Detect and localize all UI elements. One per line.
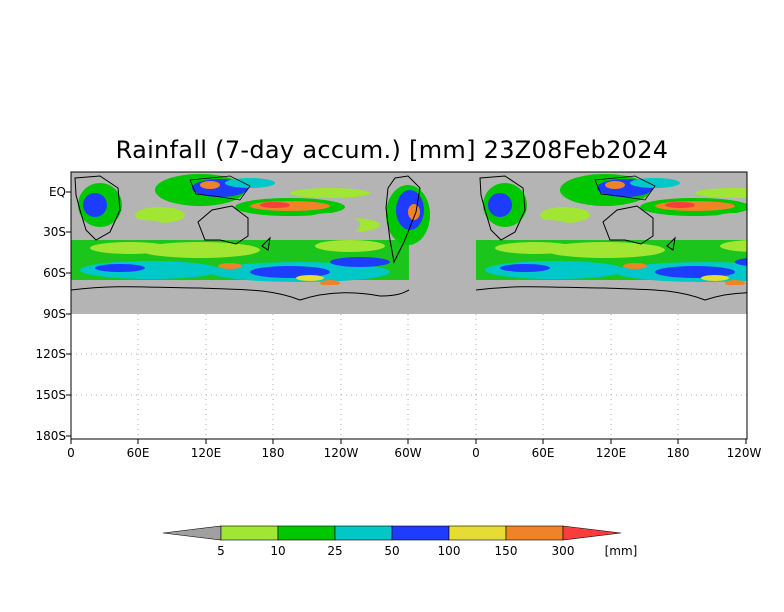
x-label-120w: 120W [323, 446, 359, 460]
colorbar-unit: [mm] [604, 544, 638, 558]
x-label-120w-b: 120W [726, 446, 762, 460]
x-label-0: 0 [67, 446, 75, 460]
x-label-60w: 60W [394, 446, 422, 460]
rainfall-field [71, 172, 747, 314]
colorbar-below-5-arrow [162, 525, 222, 541]
colorbar-label-300: 300 [551, 544, 575, 558]
x-label-60e: 60E [126, 446, 150, 460]
axis-ticks [66, 191, 747, 444]
x-label-180: 180 [261, 446, 285, 460]
map-title: Rainfall (7-day accum.) [mm] 23Z08Feb202… [115, 136, 669, 164]
colorbar-label-50: 50 [384, 544, 400, 558]
x-label-120e-b: 120E [595, 446, 627, 460]
colorbar-label-100: 100 [437, 544, 461, 558]
colorbar-label-10: 10 [270, 544, 286, 558]
graticule [71, 314, 747, 439]
map-frame [70, 171, 748, 440]
x-label-180-b: 180 [666, 446, 690, 460]
x-label-60e-b: 60E [531, 446, 555, 460]
colorbar-100-150 [448, 525, 507, 541]
x-label-120e: 120E [190, 446, 222, 460]
y-label-60s: 60S [43, 266, 66, 280]
y-label-180s: 180S [35, 429, 66, 443]
y-label-30s: 30S [43, 225, 66, 239]
y-label-120s: 120S [35, 347, 66, 361]
colorbar-150-300 [505, 525, 564, 541]
colorbar-25-50 [334, 525, 393, 541]
colorbar-50-100 [391, 525, 450, 541]
y-label-150s: 150S [35, 388, 66, 402]
y-label-eq: EQ [48, 185, 66, 199]
colorbar-label-25: 25 [327, 544, 343, 558]
colorbar-label-150: 150 [494, 544, 518, 558]
colorbar-5-10 [220, 525, 279, 541]
x-label-0-b: 0 [472, 446, 480, 460]
colorbar-10-25 [277, 525, 336, 541]
colorbar-above-300-arrow [562, 525, 622, 541]
y-label-90s: 90S [43, 307, 66, 321]
colorbar-label-5: 5 [217, 544, 225, 558]
colorbar [162, 525, 622, 541]
